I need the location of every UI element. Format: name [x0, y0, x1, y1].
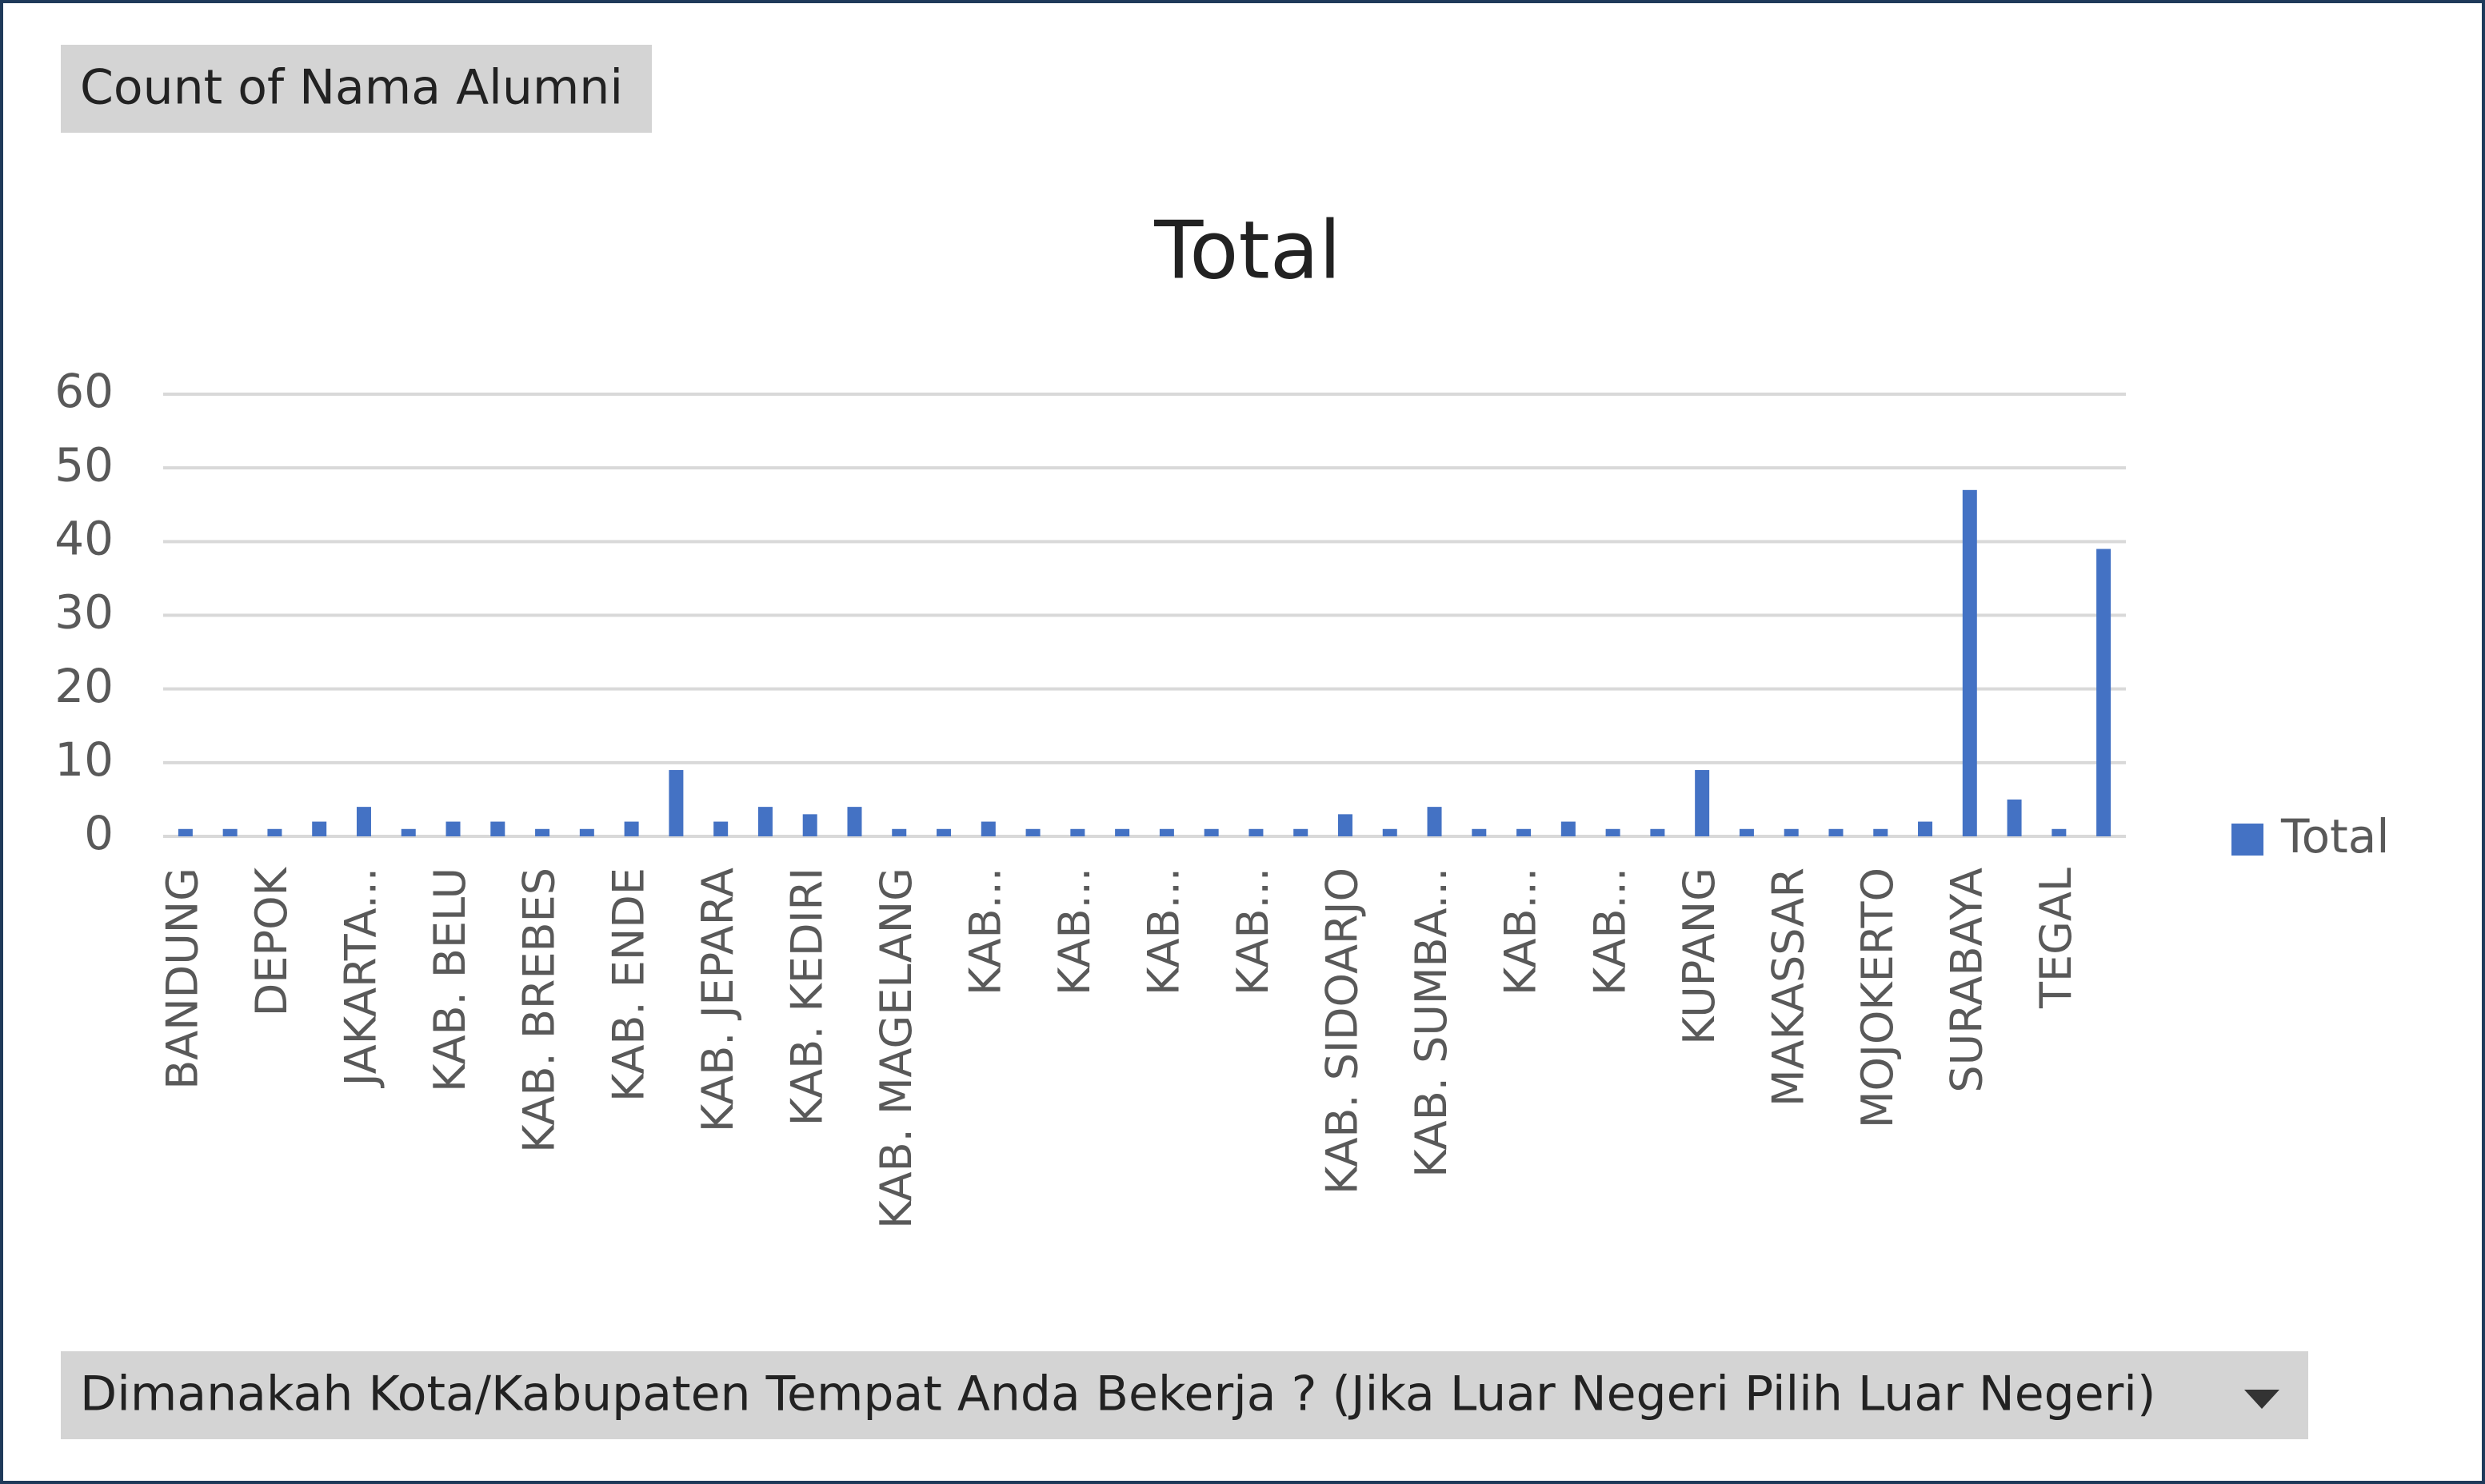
bar	[1828, 828, 1844, 836]
bar	[1560, 821, 1576, 836]
x-tick-label: KAB...	[1228, 868, 1278, 995]
bar	[535, 828, 550, 836]
x-tick-label: KAB...	[960, 868, 1010, 995]
x-tick-label: KAB. BELU	[425, 868, 475, 1092]
bar	[401, 828, 416, 836]
y-tick-label: 10	[54, 732, 114, 787]
bar	[1248, 828, 1264, 836]
x-tick-label: KAB. MAGELANG	[871, 868, 921, 1229]
x-tick-label: JAKARTA...	[336, 868, 386, 1088]
bar	[1382, 828, 1397, 836]
bar	[1918, 821, 1933, 836]
y-tick-label: 0	[84, 806, 114, 860]
x-tick-label: MAKASSAR	[1763, 868, 1813, 1107]
bar	[222, 828, 238, 836]
bar	[2007, 799, 2022, 836]
bar	[1605, 828, 1620, 836]
bar	[1427, 807, 1442, 836]
y-tick-label: 20	[54, 659, 114, 713]
bar	[1293, 828, 1308, 836]
bar	[1025, 828, 1041, 836]
x-tick-label: KAB...	[1496, 868, 1546, 995]
bar	[669, 770, 684, 836]
bar	[757, 807, 773, 836]
y-tick-label: 40	[54, 511, 114, 565]
x-tick-label: DEPOK	[246, 866, 297, 1016]
bar	[579, 828, 594, 836]
x-tick-label: KAB. SIDOARJO	[1317, 868, 1368, 1195]
bar	[624, 821, 639, 836]
x-tick-label: KAB. KEDIRI	[781, 868, 832, 1126]
legend-swatch	[2231, 824, 2263, 856]
bar	[445, 821, 461, 836]
x-tick-label: KAB. JEPARA	[693, 868, 743, 1132]
bar	[1115, 828, 1130, 836]
bar	[2096, 549, 2111, 836]
x-tick-label: KAB. SUMBA...	[1406, 868, 1456, 1178]
bar	[713, 821, 729, 836]
bar	[847, 807, 862, 836]
bar	[1650, 828, 1665, 836]
bar	[312, 821, 327, 836]
x-tick-label: KUPANG	[1674, 868, 1724, 1045]
bar	[1204, 828, 1219, 836]
bar	[178, 828, 193, 836]
bar	[1962, 489, 1977, 836]
value-field-button[interactable]	[61, 45, 652, 133]
bar	[356, 807, 371, 836]
chart-title: Total	[1153, 203, 1341, 297]
y-tick-label: 50	[54, 437, 114, 492]
x-tick-label: KAB. ENDE	[603, 868, 653, 1102]
bar	[1516, 828, 1532, 836]
bar	[1739, 828, 1754, 836]
axis-field-button[interactable]	[61, 1351, 2308, 1439]
bar	[1159, 828, 1174, 836]
bar	[1070, 828, 1085, 836]
bar	[1695, 770, 1710, 836]
legend-label: Total	[2280, 809, 2389, 864]
bar	[2052, 828, 2067, 836]
x-tick-label: BANDUNG	[158, 868, 208, 1090]
bar	[892, 828, 907, 836]
bar	[1337, 814, 1352, 836]
bar	[802, 814, 817, 836]
bar	[937, 828, 952, 836]
x-tick-label: KAB...	[1584, 868, 1635, 995]
bar	[981, 821, 996, 836]
dropdown-arrow[interactable]	[2244, 1390, 2279, 1409]
y-tick-label: 30	[54, 585, 114, 640]
x-tick-label: KAB...	[1139, 868, 1189, 995]
bar	[490, 821, 505, 836]
bar	[1873, 828, 1888, 836]
x-tick-label: SURABAYA	[1941, 868, 1992, 1093]
bar	[267, 828, 282, 836]
x-tick-label: TEGAL	[2031, 868, 2081, 1009]
x-tick-label: MOJOKERTO	[1852, 868, 1903, 1128]
axis-field-label: Dimanakah Kota/Kabupaten Tempat Anda Bek…	[80, 1366, 2155, 1422]
x-tick-label: KAB. BREBES	[514, 868, 565, 1153]
bar	[1472, 828, 1487, 836]
x-tick-label: KAB...	[1049, 868, 1100, 995]
y-tick-label: 60	[54, 364, 114, 418]
value-field-label: Count of Nama Alumni	[80, 60, 623, 116]
bar	[1784, 828, 1799, 836]
